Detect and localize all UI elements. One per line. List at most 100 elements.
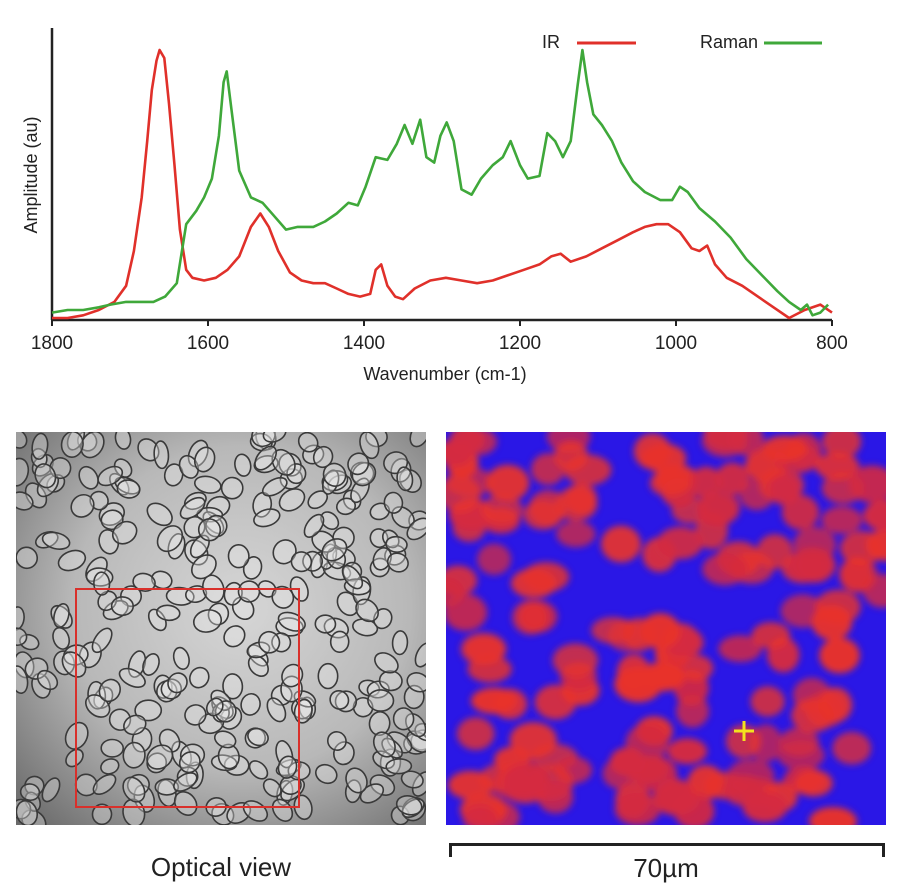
optical-cell [185, 761, 204, 790]
optical-cell [205, 697, 224, 717]
map-cell [750, 686, 785, 717]
optical-cell [191, 554, 217, 580]
optical-cell [321, 538, 348, 562]
series-lines [51, 48, 833, 320]
map-cell [701, 432, 748, 458]
optical-cell [248, 760, 269, 780]
optical-cell [297, 432, 319, 453]
x-tick-label: 800 [816, 333, 848, 354]
optical-cell [70, 493, 95, 518]
optical-cell [351, 461, 377, 487]
optical-cell [214, 700, 237, 723]
map-cell [449, 432, 485, 455]
optical-cell [247, 655, 269, 677]
roi-box[interactable] [75, 588, 300, 808]
optical-cell [31, 432, 49, 460]
optical-cell [53, 650, 76, 676]
optical-cell [113, 458, 133, 478]
map-cell [715, 462, 750, 495]
optical-cell [378, 670, 403, 692]
optical-cell [89, 490, 109, 511]
map-cell [477, 543, 512, 575]
optical-cell [343, 578, 372, 596]
optical-cell [122, 776, 146, 803]
optical-cell [142, 653, 160, 676]
optical-cell [173, 772, 198, 792]
optical-cell [184, 704, 207, 726]
optical-cell [61, 651, 87, 678]
optical-cell [24, 482, 48, 509]
series-line-raman [51, 48, 830, 317]
optical-cell [237, 580, 261, 603]
optical-cell [329, 689, 350, 710]
map-cell [534, 684, 577, 720]
optical-cell [100, 758, 120, 775]
optical-image [16, 432, 426, 825]
optical-cell [385, 535, 408, 553]
optical-cell [355, 598, 379, 623]
optical-cell [192, 609, 223, 633]
optical-cell [116, 479, 141, 499]
map-cell [456, 717, 495, 751]
optical-cell [277, 755, 298, 779]
optical-cell [172, 646, 190, 670]
optical-cell [98, 678, 122, 703]
optical-cell [217, 743, 240, 770]
optical-cell [60, 432, 84, 458]
optical-cell [16, 457, 30, 487]
optical-cell [100, 738, 124, 758]
optical-cell [220, 476, 244, 500]
optical-cell [303, 513, 325, 538]
optical-cell [312, 445, 334, 469]
optical-cell [179, 743, 206, 767]
legend: IR Raman [542, 32, 822, 52]
optical-cell [163, 463, 184, 487]
map-cell [848, 465, 886, 503]
optical-cell [372, 731, 396, 758]
map-cell [779, 727, 819, 757]
optical-cell [272, 539, 297, 565]
optical-cell [335, 497, 357, 516]
optical-cell [408, 510, 426, 531]
map-cell [819, 637, 860, 674]
optical-cell [110, 596, 134, 617]
map-cell [555, 486, 598, 522]
optical-cell [254, 445, 277, 471]
map-cell [798, 548, 835, 583]
map-cell [794, 769, 833, 797]
optical-cell [315, 763, 338, 785]
optical-cell [36, 472, 60, 498]
optical-cell [278, 488, 306, 512]
optical-cell [336, 591, 359, 617]
optical-cell [374, 652, 399, 674]
optical-cell [311, 530, 337, 553]
map-cell [462, 805, 498, 825]
optical-cell [154, 778, 180, 796]
map-cell [522, 562, 570, 592]
optical-cell [253, 508, 281, 528]
optical-cell [341, 564, 364, 590]
optical-cell [85, 567, 114, 587]
optical-cell [41, 777, 61, 803]
scale-bar [449, 843, 885, 857]
optical-cell [146, 502, 173, 527]
optical-cell [193, 475, 222, 494]
optical-cell [400, 770, 424, 789]
crosshair-icon[interactable] [734, 721, 754, 741]
optical-cell [118, 667, 146, 688]
optical-cell [16, 606, 25, 631]
optical-cell [379, 748, 402, 777]
optical-cell [187, 439, 209, 468]
map-cell [840, 557, 873, 592]
optical-cell [359, 432, 380, 460]
x-axis-label: Wavenumber (cm-1) [363, 364, 526, 384]
optical-cell [278, 452, 302, 477]
optical-cell [184, 539, 209, 566]
map-cell [667, 738, 708, 765]
optical-cell [167, 672, 188, 694]
optical-cell [19, 633, 40, 651]
map-cell [676, 694, 709, 728]
x-tick-label: 1200 [499, 333, 541, 354]
optical-cell [189, 534, 210, 559]
optical-cell [146, 744, 174, 770]
